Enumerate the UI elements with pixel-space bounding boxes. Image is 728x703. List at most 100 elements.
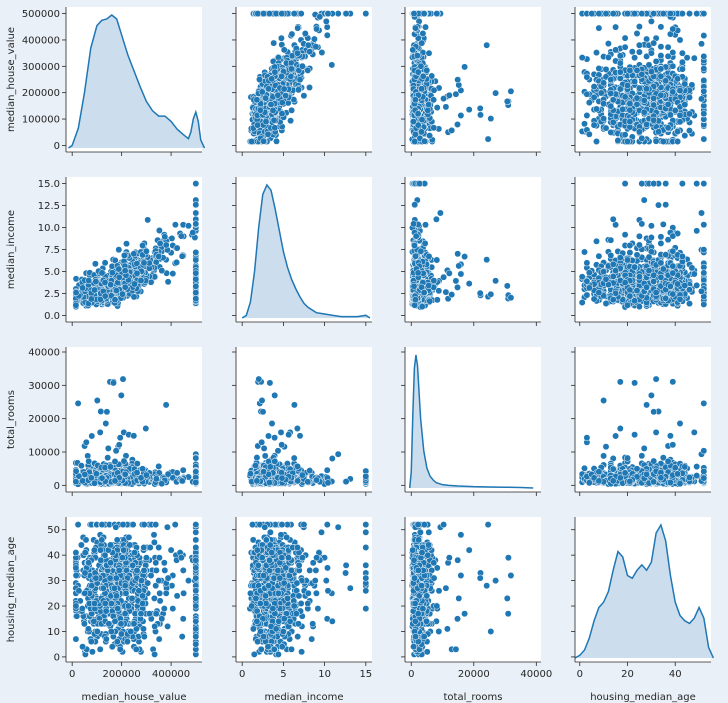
- scatter-points: [72, 180, 200, 311]
- scatter-point: [189, 229, 197, 237]
- scatter-point: [260, 137, 268, 145]
- scatter-point: [362, 10, 370, 18]
- scatter-point: [277, 34, 285, 42]
- scatter-point: [643, 52, 651, 60]
- scatter-point: [590, 83, 598, 91]
- scatter-point: [72, 301, 80, 309]
- scatter-point: [144, 216, 152, 224]
- scatter-point: [430, 124, 438, 132]
- scatter-point: [609, 118, 617, 126]
- panel-median_income-vs-total_rooms: [401, 177, 541, 326]
- scatter-point: [253, 96, 261, 104]
- scatter-point: [417, 247, 425, 255]
- scatter-point: [640, 108, 648, 116]
- scatter-point: [492, 89, 500, 97]
- scatter-point: [411, 138, 419, 145]
- scatter-point: [425, 49, 433, 57]
- scatter-point: [681, 80, 689, 88]
- panel-median_income-vs-median_house_value: 0.02.55.07.510.012.515.0: [38, 177, 202, 326]
- scatter-point: [616, 85, 624, 93]
- scatter-point: [638, 10, 646, 18]
- scatter-point: [428, 72, 436, 80]
- scatter-point: [476, 289, 484, 297]
- scatter-point: [614, 137, 622, 144]
- y-tick-label: 5.0: [44, 267, 60, 278]
- scatter-point: [578, 299, 586, 306]
- scatter-point: [640, 96, 648, 104]
- scatter-point: [700, 10, 708, 18]
- scatter-point: [686, 93, 693, 101]
- scatter-point: [328, 61, 336, 69]
- scatter-point: [647, 68, 655, 76]
- scatter-point: [168, 234, 176, 242]
- scatter-point: [418, 116, 426, 124]
- scatter-point: [483, 256, 491, 264]
- scatter-point: [266, 10, 273, 18]
- scatter-point: [258, 88, 266, 96]
- scatter-point: [192, 220, 200, 228]
- scatter-point: [476, 104, 484, 112]
- scatter-point: [430, 277, 438, 285]
- scatter-point: [650, 116, 658, 124]
- scatter-point: [638, 134, 646, 142]
- scatter-point: [609, 215, 617, 223]
- scatter-points: [408, 10, 515, 145]
- scatter-point: [700, 65, 708, 73]
- scatter-point: [583, 259, 591, 267]
- scatter-point: [155, 227, 163, 234]
- y-tick-label: 100000: [22, 115, 60, 126]
- scatter-point: [638, 70, 646, 78]
- scatter-point: [607, 76, 615, 83]
- scatter-point: [581, 120, 588, 128]
- scatter-point: [192, 282, 200, 290]
- scatter-point: [130, 293, 138, 301]
- scatter-point: [256, 76, 263, 83]
- scatter-point: [484, 135, 492, 143]
- scatter-point: [304, 41, 312, 49]
- scatter-point: [600, 79, 608, 87]
- scatter-point: [294, 49, 301, 57]
- scatter-point: [254, 121, 262, 129]
- scatter-point: [454, 121, 461, 128]
- scatter-point: [635, 232, 643, 240]
- scatter-point: [298, 62, 306, 70]
- scatter-point: [664, 100, 672, 108]
- scatter-point: [686, 127, 693, 135]
- scatter-point: [192, 248, 200, 256]
- scatter-point: [633, 94, 641, 102]
- panel-median_income-vs-housing_median_age: [571, 177, 711, 326]
- scatter-point: [621, 93, 629, 101]
- scatter-point: [698, 40, 705, 48]
- scatter-point: [433, 256, 441, 264]
- scatter-point: [412, 252, 419, 260]
- scatter-point: [288, 30, 296, 38]
- scatter-point: [413, 52, 421, 60]
- scatter-point: [280, 46, 288, 54]
- scatter-point: [425, 282, 433, 289]
- scatter-point: [647, 234, 655, 241]
- scatter-point: [445, 269, 453, 277]
- scatter-point: [676, 118, 684, 126]
- scatter-point: [270, 39, 278, 47]
- scatter-point: [287, 72, 295, 80]
- scatter-point: [410, 10, 418, 18]
- kde-line-median_income: [241, 183, 371, 319]
- scatter-point: [270, 116, 278, 124]
- scatter-point: [626, 100, 634, 108]
- scatter-point: [177, 232, 185, 240]
- scatter-point: [414, 110, 422, 118]
- scatter-point: [98, 269, 106, 277]
- scatter-point: [454, 283, 461, 291]
- scatter-point: [113, 287, 120, 294]
- scatter-point: [155, 252, 163, 260]
- scatter-point: [260, 10, 268, 18]
- scatter-point: [156, 239, 164, 247]
- scatter-point: [626, 106, 634, 114]
- scatter-point: [607, 89, 615, 97]
- scatter-point: [678, 65, 686, 73]
- scatter-point: [647, 17, 655, 25]
- scatter-point: [578, 54, 586, 62]
- scatter-point: [621, 34, 629, 42]
